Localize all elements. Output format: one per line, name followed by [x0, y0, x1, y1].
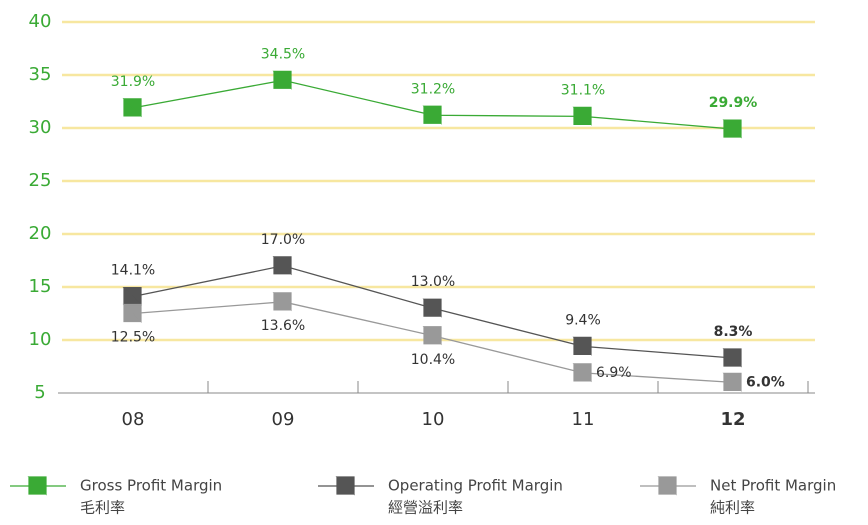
- point-marker: [122, 303, 142, 323]
- y-tick-label: 30: [29, 117, 52, 138]
- y-tick-label: 25: [29, 170, 52, 191]
- point-marker: [272, 292, 292, 312]
- point-marker: [722, 119, 742, 139]
- value-label: 14.1%: [111, 263, 155, 279]
- point-marker: [122, 286, 142, 306]
- x-tick-label: 08: [122, 409, 145, 430]
- point-marker: [422, 105, 442, 125]
- point-marker: [572, 363, 592, 383]
- value-label: 29.9%: [709, 95, 758, 111]
- x-tick-label: 10: [422, 409, 445, 430]
- value-label: 12.5%: [111, 330, 155, 346]
- legend-label-zh: 毛利率: [80, 499, 125, 517]
- value-label: 6.0%: [746, 374, 785, 390]
- legend-label-zh: 經營溢利率: [388, 499, 463, 517]
- y-tick-label: 40: [29, 11, 52, 32]
- value-label: 13.6%: [261, 318, 305, 334]
- legend-label: Net Profit Margin: [710, 477, 836, 495]
- value-label: 17.0%: [261, 232, 305, 248]
- x-tick-label: 12: [720, 409, 745, 430]
- value-label: 13.0%: [411, 274, 455, 290]
- value-label: 31.1%: [561, 82, 605, 98]
- y-tick-label: 5: [34, 382, 45, 403]
- value-label: 34.5%: [261, 46, 305, 62]
- y-tick-label: 20: [29, 223, 52, 244]
- point-marker: [722, 348, 742, 368]
- y-tick-label: 15: [29, 276, 52, 297]
- point-marker: [422, 326, 442, 346]
- point-marker: [122, 98, 142, 118]
- point-marker: [722, 372, 742, 392]
- legend-marker: [335, 476, 355, 496]
- value-label: 10.4%: [411, 352, 455, 368]
- legend-marker: [27, 476, 47, 496]
- x-tick-label: 09: [272, 409, 295, 430]
- x-tick-label: 11: [572, 409, 595, 430]
- point-marker: [272, 70, 292, 90]
- value-label: 31.9%: [111, 74, 155, 90]
- y-tick-label: 35: [29, 64, 52, 85]
- point-marker: [272, 256, 292, 276]
- y-tick-label: 10: [29, 329, 52, 350]
- legend-label: Gross Profit Margin: [80, 477, 222, 495]
- point-marker: [422, 298, 442, 318]
- point-marker: [572, 336, 592, 356]
- point-marker: [572, 106, 592, 126]
- value-label: 9.4%: [565, 312, 601, 328]
- legend-label-zh: 純利率: [710, 499, 755, 517]
- legend-marker: [657, 476, 677, 496]
- legend-label: Operating Profit Margin: [388, 477, 563, 495]
- value-label: 8.3%: [714, 324, 753, 340]
- value-label: 31.2%: [411, 81, 455, 97]
- value-label: 6.9%: [596, 365, 632, 381]
